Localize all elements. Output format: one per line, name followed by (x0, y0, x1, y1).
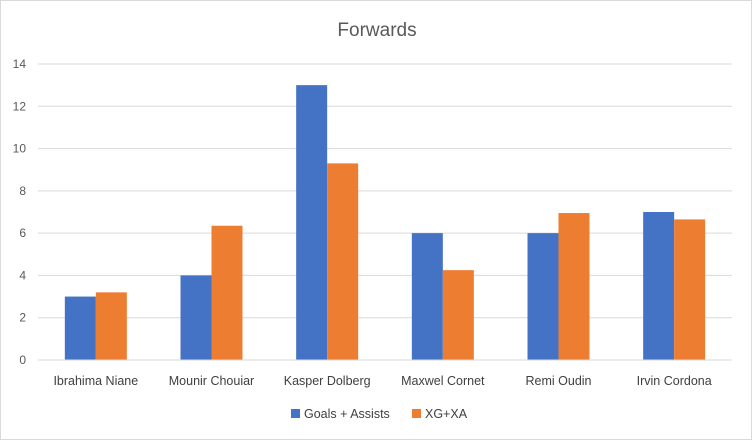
chart-title: Forwards (337, 20, 416, 41)
legend: Goals + Assists XG+XA (291, 407, 468, 421)
x-category-label: Irvin Cordona (637, 374, 712, 388)
legend-label: Goals + Assists (304, 407, 390, 421)
bar (643, 212, 675, 360)
bar (296, 85, 328, 361)
bar (64, 296, 96, 360)
legend-label: XG+XA (425, 407, 468, 421)
y-tick-label: 12 (13, 99, 27, 113)
y-axis-ticks: 0 2 4 6 8 10 12 14 (13, 57, 27, 367)
bar (674, 219, 706, 360)
y-tick-label: 0 (19, 353, 26, 367)
y-tick-label: 14 (13, 57, 27, 71)
x-axis-categories: Ibrahima Niane Mounir Chouiar Kasper Dolbe… (53, 374, 711, 388)
y-tick-label: 2 (19, 311, 26, 325)
x-category-label: Kasper Dolberg (284, 374, 371, 388)
x-category-label: Mounir Chouiar (169, 374, 254, 388)
bar (527, 233, 559, 360)
bar (95, 292, 127, 360)
bar (442, 270, 474, 360)
y-tick-label: 8 (19, 184, 26, 198)
bars (64, 85, 706, 361)
legend-swatch (291, 409, 300, 418)
bar (558, 213, 590, 360)
bar (180, 275, 212, 360)
legend-swatch (412, 409, 421, 418)
bar (411, 233, 443, 360)
x-category-label: Remi Oudin (526, 374, 592, 388)
y-tick-label: 4 (19, 268, 26, 282)
gridlines (38, 63, 732, 319)
y-tick-label: 6 (19, 226, 26, 240)
y-tick-label: 10 (13, 142, 27, 156)
x-category-label: Ibrahima Niane (53, 374, 138, 388)
bar (211, 225, 243, 360)
x-category-label: Maxwel Cornet (401, 374, 485, 388)
bar (327, 163, 359, 360)
